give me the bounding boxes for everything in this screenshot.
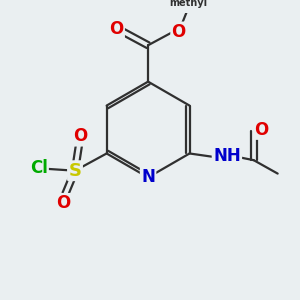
Text: O: O xyxy=(110,20,124,38)
Text: O: O xyxy=(73,127,87,145)
Text: methyl: methyl xyxy=(169,0,207,8)
Text: O: O xyxy=(172,23,186,41)
Text: NH: NH xyxy=(213,147,241,165)
Text: S: S xyxy=(68,162,82,180)
Text: Cl: Cl xyxy=(30,159,48,177)
Text: N: N xyxy=(141,168,155,186)
Text: O: O xyxy=(56,194,70,212)
Text: O: O xyxy=(254,121,268,139)
